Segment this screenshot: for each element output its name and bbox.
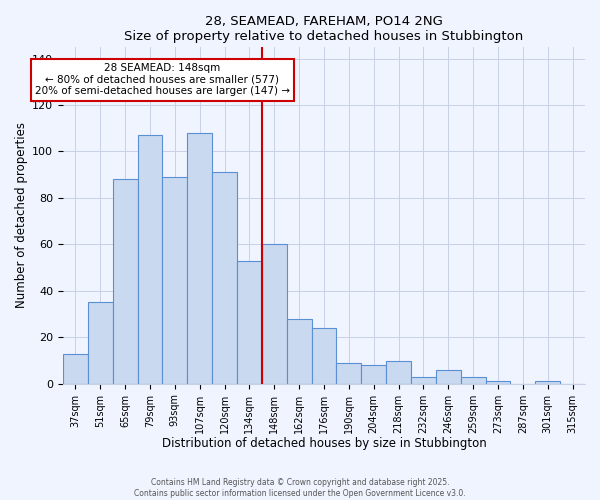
- Title: 28, SEAMEAD, FAREHAM, PO14 2NG
Size of property relative to detached houses in S: 28, SEAMEAD, FAREHAM, PO14 2NG Size of p…: [124, 15, 524, 43]
- Bar: [262, 244, 287, 384]
- Bar: [63, 354, 88, 384]
- Y-axis label: Number of detached properties: Number of detached properties: [15, 122, 28, 308]
- Bar: [311, 328, 337, 384]
- Bar: [485, 382, 511, 384]
- Bar: [535, 382, 560, 384]
- Bar: [163, 177, 187, 384]
- Bar: [237, 260, 262, 384]
- Bar: [212, 172, 237, 384]
- Bar: [436, 370, 461, 384]
- Bar: [113, 180, 137, 384]
- Text: Contains HM Land Registry data © Crown copyright and database right 2025.
Contai: Contains HM Land Registry data © Crown c…: [134, 478, 466, 498]
- Bar: [88, 302, 113, 384]
- Bar: [137, 135, 163, 384]
- Bar: [461, 377, 485, 384]
- Bar: [187, 133, 212, 384]
- Text: 28 SEAMEAD: 148sqm
← 80% of detached houses are smaller (577)
20% of semi-detach: 28 SEAMEAD: 148sqm ← 80% of detached hou…: [35, 63, 290, 96]
- Bar: [386, 360, 411, 384]
- Bar: [337, 363, 361, 384]
- Bar: [361, 365, 386, 384]
- Bar: [287, 318, 311, 384]
- Bar: [411, 377, 436, 384]
- X-axis label: Distribution of detached houses by size in Stubbington: Distribution of detached houses by size …: [161, 437, 487, 450]
